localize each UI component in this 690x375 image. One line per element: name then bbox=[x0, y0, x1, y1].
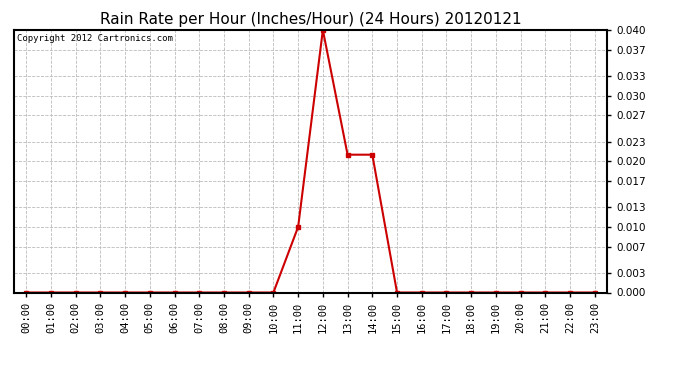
Text: Copyright 2012 Cartronics.com: Copyright 2012 Cartronics.com bbox=[17, 34, 172, 43]
Title: Rain Rate per Hour (Inches/Hour) (24 Hours) 20120121: Rain Rate per Hour (Inches/Hour) (24 Hou… bbox=[99, 12, 522, 27]
